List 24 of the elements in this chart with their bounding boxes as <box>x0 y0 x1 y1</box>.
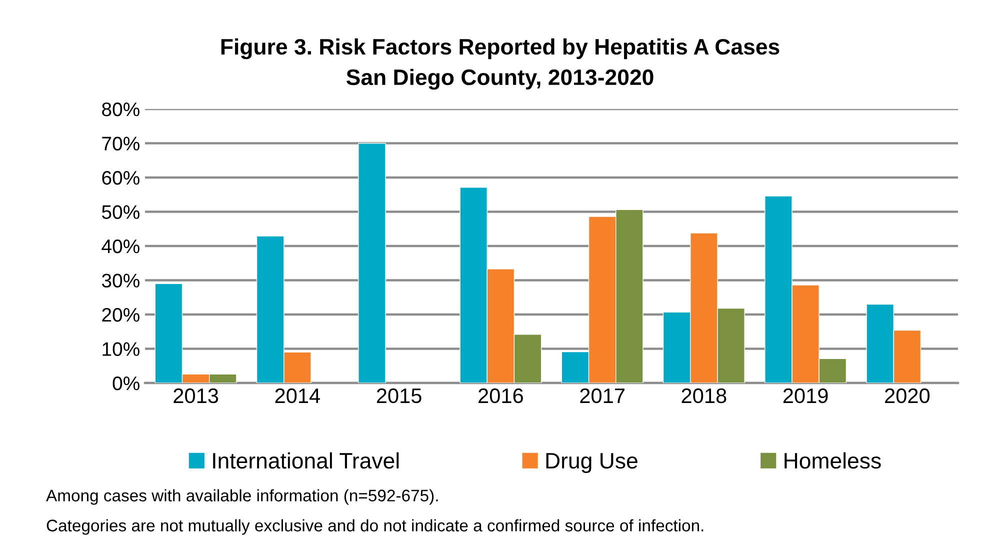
legend-label: Homeless <box>784 452 881 469</box>
chart-title: Figure 3. Risk Factors Reported by Hepatitis A Cases San Diego County, 2013-2020 <box>221 38 780 90</box>
x-tick-label: 2014 <box>275 388 320 404</box>
y-tick-label: 50% <box>102 205 140 219</box>
x-tick-label: 2018 <box>682 388 726 404</box>
x-tick-label: 2020 <box>885 388 930 404</box>
x-tick-label: 2017 <box>580 388 624 404</box>
x-tick-label: 2016 <box>478 388 523 404</box>
y-tick-label: 10% <box>102 342 140 356</box>
x-tick-label: 2019 <box>783 388 828 404</box>
x-tick-label: 2015 <box>376 388 422 404</box>
y-tick-label: 70% <box>102 136 140 150</box>
y-tick-label: 40% <box>102 239 140 254</box>
x-tick-label: 2013 <box>174 388 218 404</box>
legend-label: International Travel <box>213 452 399 469</box>
y-tick-label: 80% <box>102 102 140 116</box>
text: Among cases with available information (n=592-675). <box>46 489 438 505</box>
y-tick-label: 0% <box>112 376 140 390</box>
text: Categories are not mutually exclusive and do not indicate a confirmed source of infection. <box>46 519 704 535</box>
legend-label: Drug Use <box>546 453 638 474</box>
y-tick-label: 30% <box>102 274 140 288</box>
y-tick-label: 60% <box>102 170 140 185</box>
bar <box>358 142 386 383</box>
y-tick-label: 20% <box>102 308 140 322</box>
